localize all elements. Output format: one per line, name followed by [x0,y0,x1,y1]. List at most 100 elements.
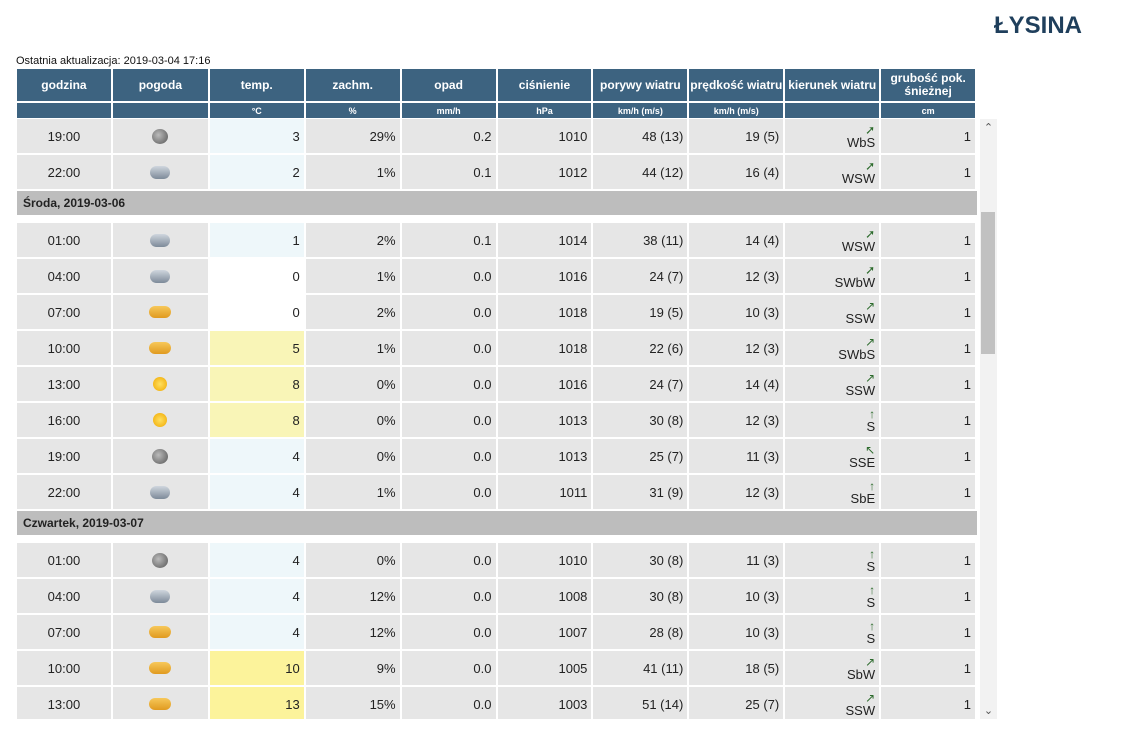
time-cell: 13:00 [17,367,111,401]
weather-cell [112,223,208,257]
cloudiness-cell: 2% [305,295,400,329]
pressure-cell: 1005 [497,651,592,685]
table-row: 07:00 4 12% 0.0 1007 28 (8) 10 (3) ↑ S 1 [17,615,977,649]
wind-gusts-cell: 30 (8) [593,579,688,613]
temperature-cell: 1 [209,223,304,257]
wind-arrow-icon: ↗ [865,691,876,705]
scroll-down-icon[interactable]: ⌄ [983,705,994,717]
table-row: 13:00 8 0% 0.0 1016 24 (7) 14 (4) ↗ SSW 1 [17,367,977,401]
cloudiness-cell: 2% [305,223,400,257]
temperature-cell: 0 [209,259,304,293]
precipitation-cell: 0.0 [401,687,496,719]
pressure-cell: 1016 [497,259,592,293]
precipitation-cell: 0.0 [401,579,496,613]
wind-direction-label: SWbW [834,275,876,290]
pressure-cell: 1018 [497,331,592,365]
wind-direction-label: SSW [845,383,876,398]
wind-arrow-icon: ↑ [869,619,876,633]
scrollbar[interactable]: ⌃ ⌄ [980,119,997,719]
table-row: 01:00 1 2% 0.1 1014 38 (11) 14 (4) ➚ WSW 1 [17,223,977,257]
weather-cell [112,615,208,649]
wind-gusts-cell: 44 (12) [593,155,688,189]
wind-direction-cell: ↑ S [785,403,880,437]
wind-arrow-icon: ↗ [865,371,876,385]
snow-depth-cell: 1 [881,119,976,153]
wind-direction-cell: ➚ SWbW [785,259,880,293]
precipitation-cell: 0.0 [401,543,496,577]
weather-cell [112,259,208,293]
wind-speed-cell: 14 (4) [689,367,784,401]
snow-depth-cell: 1 [881,687,976,719]
column-unit: km/h (m/s) [593,103,688,118]
time-cell: 16:00 [17,403,111,437]
table-row: 10:00 5 1% 0.0 1018 22 (6) 12 (3) ↗ SWbS 1 [17,331,977,365]
wind-speed-cell: 12 (3) [689,259,784,293]
wind-gusts-cell: 28 (8) [593,615,688,649]
wind-direction-cell: ↑ S [785,615,880,649]
weather-cell [112,403,208,437]
time-cell: 19:00 [17,439,111,473]
wind-arrow-icon: ↗ [865,299,876,313]
wind-gusts-cell: 30 (8) [593,403,688,437]
wind-gusts-cell: 51 (14) [593,687,688,719]
wind-speed-cell: 11 (3) [689,543,784,577]
scrollbar-thumb[interactable] [981,212,995,354]
weather-cell [112,475,208,509]
scroll-up-icon[interactable]: ⌃ [983,122,994,134]
cloud-icon [150,269,171,283]
wind-speed-cell: 16 (4) [689,155,784,189]
column-header: porywy wiatru [593,69,688,101]
wind-speed-cell: 25 (7) [689,687,784,719]
temperature-cell: 3 [209,119,304,153]
wind-arrow-icon: ↑ [869,479,876,493]
wind-speed-cell: 12 (3) [689,403,784,437]
wind-direction-label: S [866,595,876,610]
wind-direction-label: SbE [850,491,876,506]
pressure-cell: 1013 [497,403,592,437]
wind-arrow-icon: ↖ [865,443,876,457]
wind-arrow-icon: ↑ [869,583,876,597]
table-row: 07:00 0 2% 0.0 1018 19 (5) 10 (3) ↗ SSW 1 [17,295,977,329]
sun-icon [153,377,168,391]
snow-depth-cell: 1 [881,579,976,613]
wind-arrow-icon: ➚ [865,227,876,241]
wind-direction-label: S [866,559,876,574]
column-unit [17,103,111,118]
pressure-cell: 1013 [497,439,592,473]
weather-cell [112,439,208,473]
column-unit: cm [881,103,976,118]
wind-direction-cell: ↑ S [785,579,880,613]
temperature-cell: 2 [209,155,304,189]
temperature-cell: 4 [209,475,304,509]
wind-direction-cell: ↑ S [785,543,880,577]
pressure-cell: 1011 [497,475,592,509]
pressure-cell: 1014 [497,223,592,257]
wind-gusts-cell: 24 (7) [593,259,688,293]
forecast-table-body[interactable]: 19:00 3 29% 0.2 1010 48 (13) 19 (5) ➚ WbS 1 22:00 2… [17,119,997,719]
column-unit: °C [209,103,304,118]
cloudiness-cell: 0% [305,367,400,401]
precipitation-cell: 0.0 [401,615,496,649]
forecast-table-header: godzina pogoda temp. zachm. opad ciśnienie por… [17,69,977,118]
time-cell: 01:00 [17,543,111,577]
wind-gusts-cell: 30 (8) [593,543,688,577]
wind-speed-cell: 10 (3) [689,295,784,329]
cloud-icon [150,589,171,603]
wind-gusts-cell: 22 (6) [593,331,688,365]
wind-direction-label: WSW [841,171,876,186]
temperature-cell: 4 [209,579,304,613]
wind-direction-cell: ↗ SbW [785,651,880,685]
temperature-cell: 13 [209,687,304,719]
column-unit: % [305,103,400,118]
time-cell: 10:00 [17,651,111,685]
wind-direction-cell: ➚ WSW [785,155,880,189]
snow-depth-cell: 1 [881,367,976,401]
table-row: 13:00 13 15% 0.0 1003 51 (14) 25 (7) ↗ SSW 1 [17,687,977,719]
sun-icon [153,413,168,427]
time-cell: 13:00 [17,687,111,719]
pressure-cell: 1010 [497,543,592,577]
partly-sunny-icon [149,626,172,638]
cloudiness-cell: 1% [305,331,400,365]
cloudiness-cell: 0% [305,543,400,577]
day-separator: Środa, 2019-03-06 [17,191,977,215]
